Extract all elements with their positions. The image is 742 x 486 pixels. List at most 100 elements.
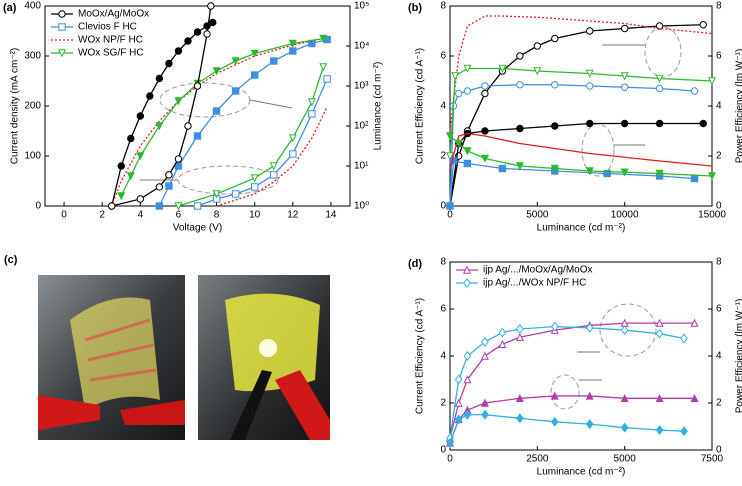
y2-tick-label: 6 xyxy=(716,51,722,62)
marker xyxy=(585,391,594,400)
annotations xyxy=(140,26,682,410)
panel-label: (c) xyxy=(4,254,18,266)
y-tick-label: 300 xyxy=(24,51,41,62)
marker xyxy=(586,27,594,35)
marker xyxy=(446,437,454,448)
y-tick-label: 6 xyxy=(440,51,446,62)
legend-label: MoOx/Ag/MoOx xyxy=(78,9,149,20)
marker xyxy=(516,124,524,133)
marker xyxy=(620,72,629,81)
y2-tick-label: 2 xyxy=(716,151,722,162)
marker xyxy=(126,172,135,181)
legend-label: WOx SG/F HC xyxy=(78,48,144,59)
marker xyxy=(203,30,211,38)
marker xyxy=(620,119,629,128)
x-tick-label: 7500 xyxy=(701,454,724,465)
marker xyxy=(550,416,559,427)
photo-panel: (c) xyxy=(4,254,330,440)
x-tick-label: 2 xyxy=(99,210,105,221)
marker xyxy=(690,87,699,95)
marker xyxy=(655,393,664,402)
marker xyxy=(193,82,202,90)
marker xyxy=(655,119,664,128)
legend-label: ijp Ag/.../WOx NP/F HC xyxy=(483,278,586,289)
x-tick-label: 4 xyxy=(138,210,144,221)
marker xyxy=(707,172,717,181)
marker xyxy=(550,164,559,173)
y2-tick-label: 4 xyxy=(716,101,722,112)
marker xyxy=(515,332,524,341)
marker xyxy=(498,327,507,338)
y-tick-label: 0 xyxy=(440,445,446,456)
marker xyxy=(174,47,183,55)
y-tick-label: 0 xyxy=(35,201,41,212)
marker xyxy=(585,322,594,333)
chart: (a) 0 2 4 6 8 10 12 14 0 100 200 300 400 10⁰ 10¹ 10² 10³ 1… xyxy=(3,1,384,234)
annotation-ellipse xyxy=(550,374,580,410)
marker xyxy=(270,171,278,179)
x-tick-label: 0 xyxy=(447,210,453,221)
marker xyxy=(250,183,259,191)
y-tick-label: 200 xyxy=(24,101,41,112)
marker xyxy=(289,47,297,55)
marker xyxy=(146,92,154,100)
clamp xyxy=(275,370,330,440)
marker xyxy=(551,81,559,89)
marker xyxy=(155,202,164,210)
marker xyxy=(319,34,328,43)
y2-tick-label: 4 xyxy=(716,351,722,362)
y2-axis-label: Luminance (cd m⁻²) xyxy=(373,62,384,151)
x-tick-label: 6 xyxy=(176,210,182,221)
marker xyxy=(655,425,664,436)
clamp xyxy=(38,395,100,430)
y2-axis-label: Power Efficiency (lm W⁻¹) xyxy=(735,299,742,414)
x-tick-label: 2500 xyxy=(526,454,549,465)
series-line xyxy=(449,160,695,207)
marker xyxy=(165,182,173,190)
marker xyxy=(117,192,126,201)
marker xyxy=(136,152,145,161)
marker xyxy=(480,154,489,163)
x-tick-label: 5000 xyxy=(526,210,549,221)
series-line xyxy=(216,106,328,207)
series-line xyxy=(449,395,695,444)
marker xyxy=(212,190,221,199)
marker xyxy=(481,409,489,420)
series-line xyxy=(111,37,324,207)
clamp xyxy=(120,400,185,425)
marker xyxy=(498,339,507,348)
x-tick-label: 0 xyxy=(447,454,453,465)
series-line xyxy=(449,135,713,177)
marker xyxy=(269,162,278,171)
y-axis-label: Current Efficiency (cd A⁻¹) xyxy=(415,48,426,164)
marker xyxy=(207,2,215,10)
marker xyxy=(454,139,463,148)
marker xyxy=(446,202,454,210)
series-line xyxy=(449,15,713,132)
marker xyxy=(533,67,542,76)
marker xyxy=(550,391,559,400)
marker xyxy=(463,375,472,384)
marker xyxy=(455,89,463,98)
x-axis-label: Luminance (cd m⁻²) xyxy=(537,467,626,478)
marker xyxy=(620,168,629,177)
marker xyxy=(463,351,472,361)
y2-tick-label: 10² xyxy=(354,121,369,132)
series-line xyxy=(197,78,328,207)
marker xyxy=(603,169,611,178)
marker xyxy=(480,351,489,360)
plot-frame xyxy=(449,5,713,207)
marker xyxy=(586,119,594,128)
marker xyxy=(690,393,699,402)
x-tick-label: 10 xyxy=(249,210,261,221)
panel-label: (d) xyxy=(408,258,422,270)
marker xyxy=(480,398,489,407)
marker xyxy=(680,426,688,437)
y-tick-label: 4 xyxy=(440,351,446,362)
marker xyxy=(174,162,183,170)
marker xyxy=(174,155,183,163)
marker xyxy=(690,318,699,327)
marker xyxy=(515,162,524,171)
y2-tick-label: 8 xyxy=(716,1,722,12)
marker xyxy=(117,162,125,170)
